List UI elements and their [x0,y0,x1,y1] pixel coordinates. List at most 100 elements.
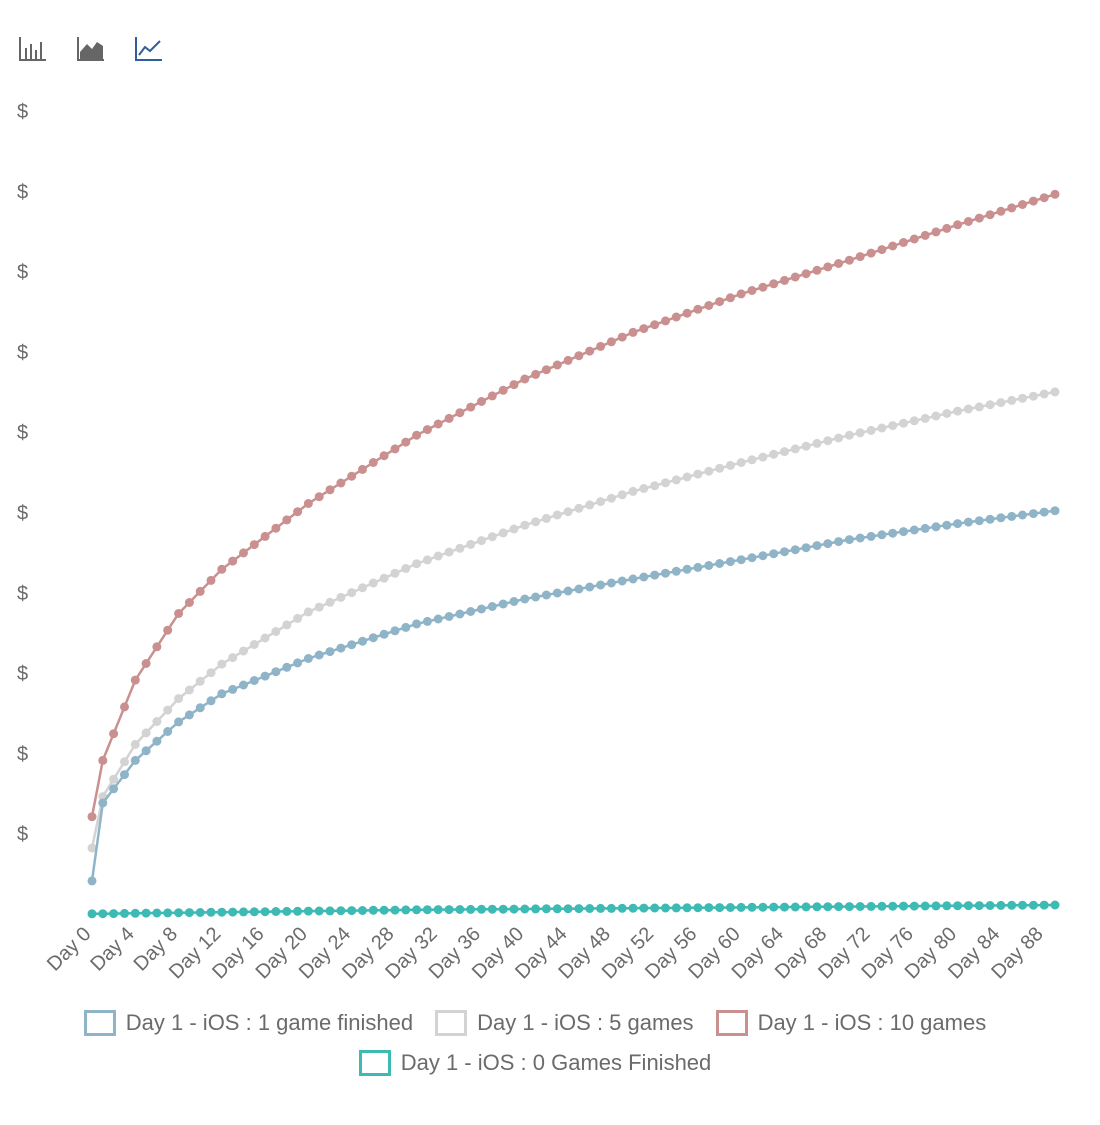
data-point[interactable] [444,547,454,557]
data-point[interactable] [563,904,573,914]
data-point[interactable] [87,843,97,853]
data-point[interactable] [888,241,898,251]
data-point[interactable] [996,513,1006,523]
data-point[interactable] [130,675,140,685]
data-point[interactable] [120,908,129,918]
data-point[interactable] [725,460,735,470]
data-point[interactable] [596,497,606,507]
data-point[interactable] [866,901,876,911]
data-point[interactable] [347,906,357,916]
data-point[interactable] [628,903,638,913]
data-point[interactable] [422,555,432,565]
data-point[interactable] [953,901,963,911]
data-point[interactable] [942,520,952,530]
data-point[interactable] [855,428,865,438]
data-point[interactable] [974,901,984,911]
data-point[interactable] [617,903,627,913]
data-point[interactable] [1018,200,1027,209]
data-point[interactable] [899,901,908,911]
data-point[interactable] [293,906,303,916]
data-point[interactable] [152,717,162,726]
data-point[interactable] [141,728,151,738]
data-point[interactable] [541,590,551,600]
data-point[interactable] [228,907,238,917]
bar-chart-icon[interactable] [18,34,48,64]
data-point[interactable] [747,455,757,465]
data-point[interactable] [855,533,865,543]
data-point[interactable] [563,586,573,596]
data-point[interactable] [541,365,551,375]
data-point[interactable] [996,206,1006,216]
data-point[interactable] [433,905,443,915]
data-point[interactable] [98,798,108,808]
data-point[interactable] [401,905,411,915]
data-point[interactable] [379,905,389,915]
data-point[interactable] [217,659,227,669]
data-point[interactable] [477,397,486,406]
data-point[interactable] [1028,391,1038,401]
data-point[interactable] [877,423,887,433]
data-point[interactable] [682,472,692,482]
data-point[interactable] [130,739,140,749]
data-point[interactable] [249,640,259,649]
data-point[interactable] [282,515,292,525]
data-point[interactable] [358,636,367,646]
data-point[interactable] [303,906,313,916]
data-point[interactable] [704,301,714,310]
data-point[interactable] [531,592,541,602]
data-point[interactable] [109,774,119,784]
data-point[interactable] [661,478,670,488]
data-point[interactable] [909,234,919,244]
data-point[interactable] [347,588,357,598]
data-point[interactable] [433,419,443,429]
data-point[interactable] [379,629,389,639]
data-point[interactable] [823,902,833,912]
data-point[interactable] [152,736,162,746]
data-point[interactable] [98,755,108,765]
data-point[interactable] [866,531,876,541]
data-point[interactable] [303,654,313,663]
data-point[interactable] [444,612,454,621]
data-point[interactable] [531,904,541,914]
data-point[interactable] [866,425,876,435]
data-point[interactable] [1039,389,1049,399]
data-point[interactable] [812,438,822,448]
data-point[interactable] [347,471,357,481]
data-point[interactable] [260,671,270,681]
data-point[interactable] [487,391,497,401]
data-point[interactable] [1018,900,1027,910]
data-point[interactable] [574,904,584,914]
data-point[interactable] [401,437,411,447]
data-point[interactable] [790,444,800,454]
data-point[interactable] [823,539,833,549]
data-point[interactable] [303,607,313,617]
data-point[interactable] [985,210,995,220]
data-point[interactable] [401,622,411,632]
data-point[interactable] [780,447,789,457]
data-point[interactable] [163,625,173,635]
data-point[interactable] [174,694,184,704]
data-point[interactable] [931,522,941,532]
data-point[interactable] [455,543,465,553]
data-point[interactable] [693,304,703,314]
data-point[interactable] [596,580,606,590]
data-point[interactable] [585,582,595,592]
data-point[interactable] [466,904,476,914]
data-point[interactable] [855,252,865,262]
data-point[interactable] [585,904,595,913]
data-point[interactable] [98,909,108,919]
data-point[interactable] [271,627,281,636]
data-point[interactable] [293,658,303,668]
data-point[interactable] [671,475,681,485]
data-point[interactable] [931,901,941,911]
data-point[interactable] [260,907,270,917]
data-point[interactable] [552,904,562,914]
data-point[interactable] [606,493,616,503]
area-chart-icon[interactable] [76,34,106,64]
data-point[interactable] [368,633,378,643]
data-point[interactable] [844,535,854,545]
data-point[interactable] [541,904,551,914]
data-point[interactable] [920,901,930,911]
data-point[interactable] [715,903,725,913]
data-point[interactable] [120,757,129,767]
